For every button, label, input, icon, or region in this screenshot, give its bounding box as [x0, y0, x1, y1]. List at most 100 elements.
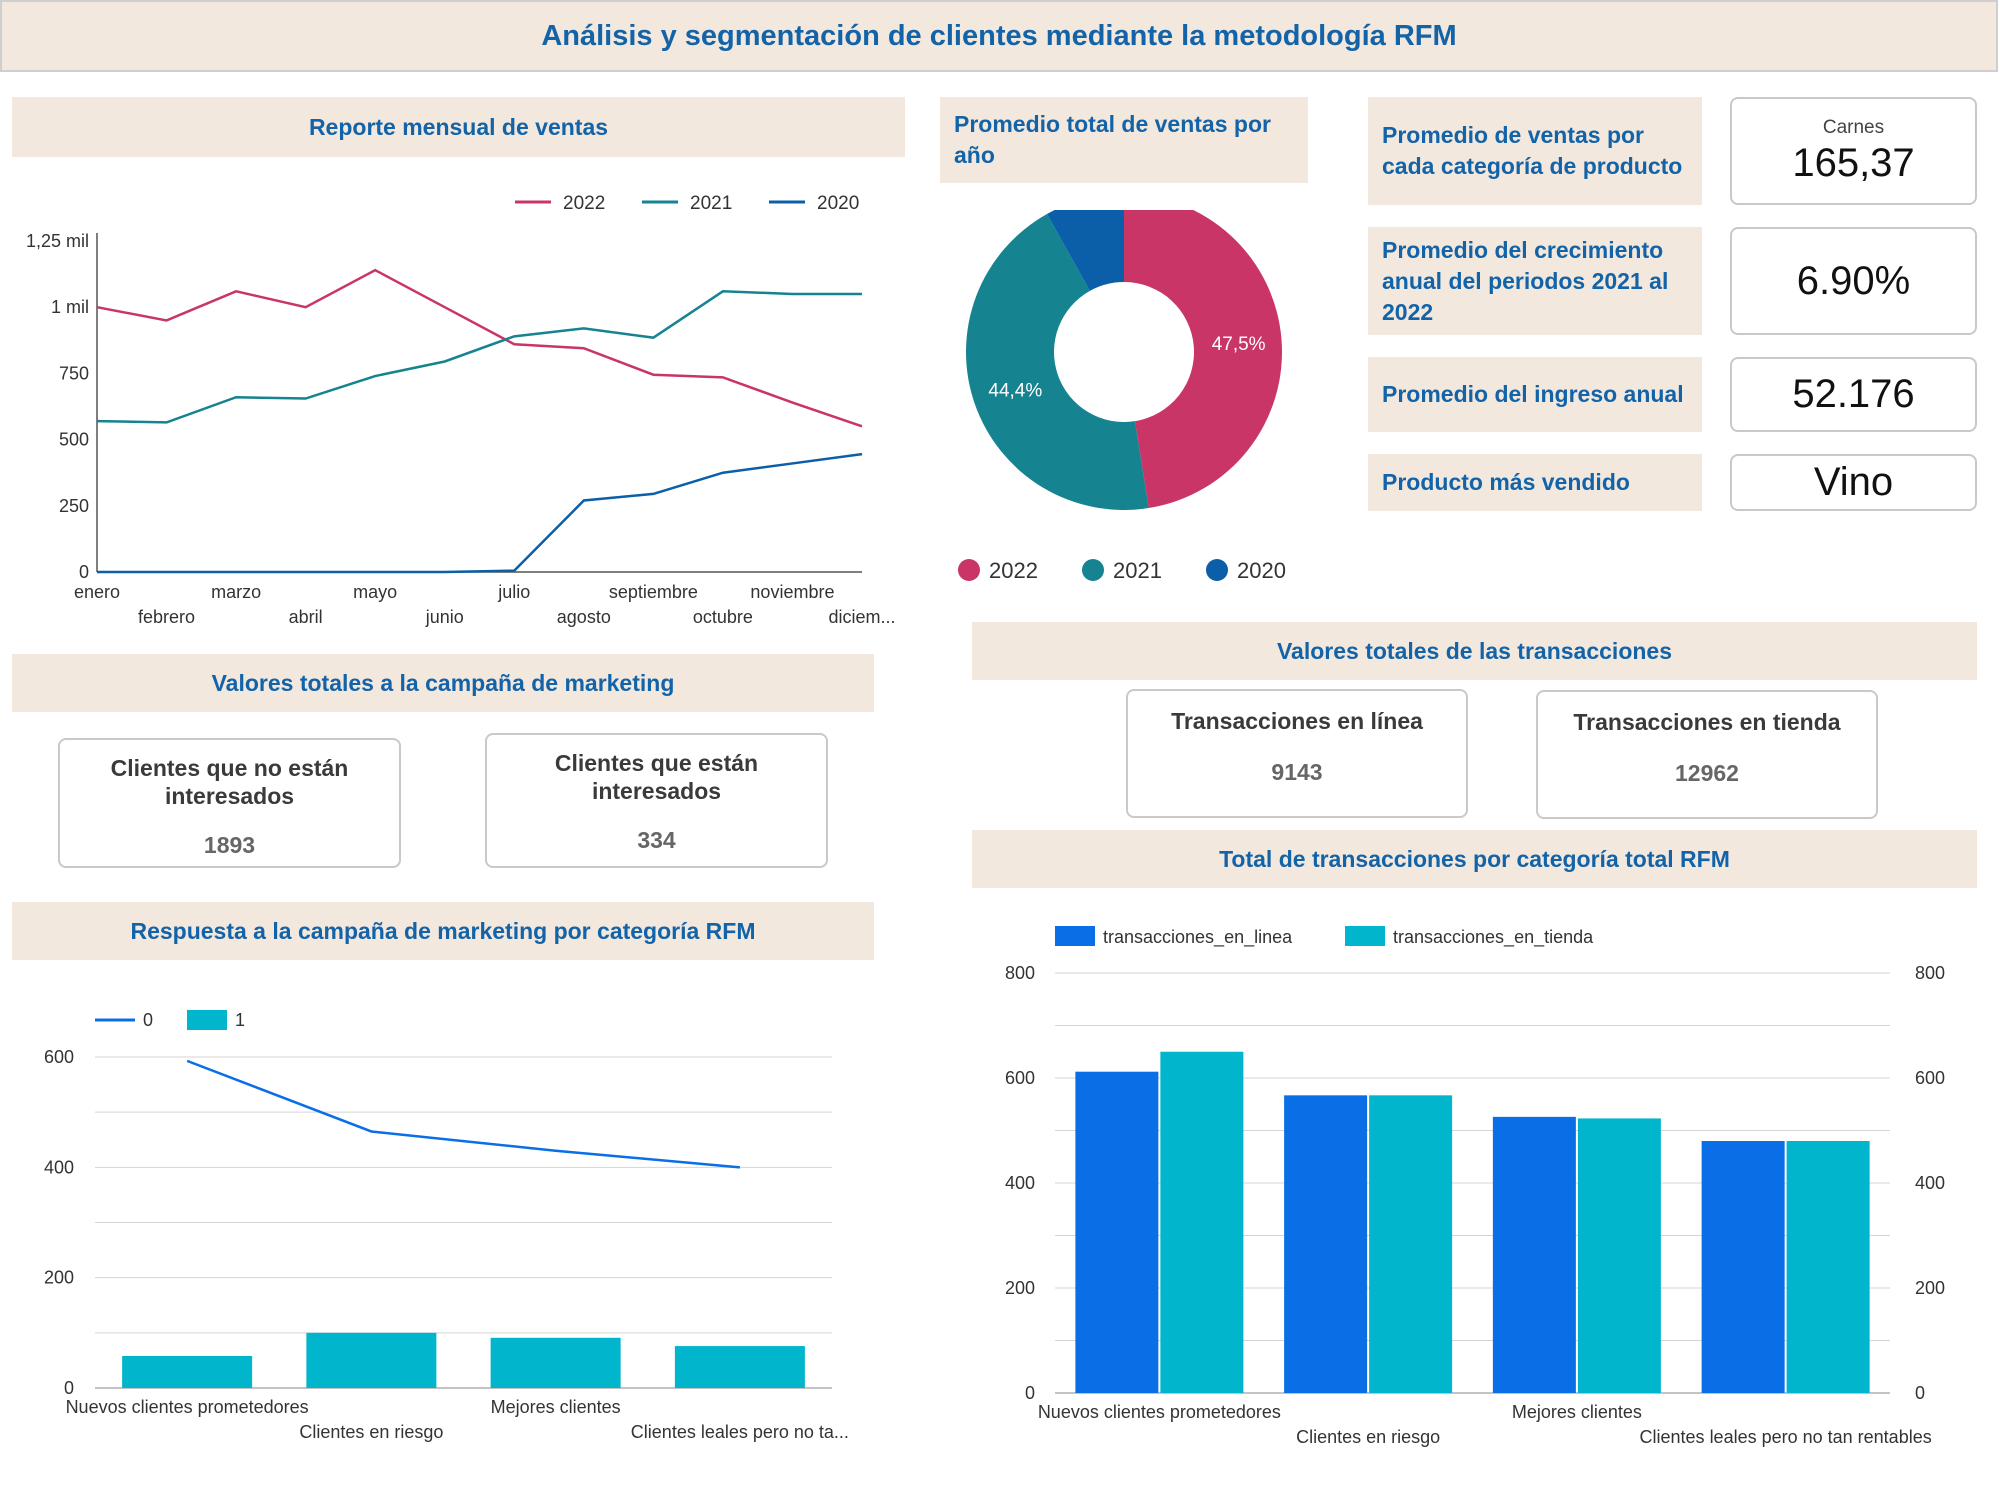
- bar-transacciones_en_linea: [1701, 1141, 1785, 1393]
- x-tick-label: noviembre: [750, 582, 834, 602]
- bar-transacciones_en_tienda: [1577, 1118, 1661, 1393]
- top-product-header: Producto más vendido: [1368, 454, 1702, 511]
- store-tx-label: Transacciones en tienda: [1573, 709, 1841, 735]
- x-tick-label: abril: [289, 607, 323, 627]
- category-kpi-label: Carnes: [1822, 116, 1885, 138]
- interested-card: Clientes que están interesados 334: [485, 733, 828, 868]
- donut-value-label: 47,5%: [1212, 334, 1266, 355]
- bar-1: [490, 1337, 621, 1388]
- online-tx-card: Transacciones en línea 9143: [1126, 689, 1468, 818]
- category-kpi-value: 165,37: [1792, 140, 1915, 185]
- bar-1: [674, 1346, 805, 1388]
- not-interested-value: 1893: [203, 832, 256, 858]
- y-tick-label-left: 400: [1005, 1173, 1035, 1193]
- series-line-2021: [96, 290, 862, 424]
- legend-dot-2021: [1082, 559, 1104, 581]
- y-tick-label-left: 600: [1005, 1068, 1035, 1088]
- bar-transacciones_en_tienda: [1786, 1141, 1870, 1393]
- x-tick-label: mayo: [353, 582, 397, 602]
- x-tick-label: febrero: [138, 607, 195, 627]
- y-tick-label: 600: [44, 1047, 74, 1067]
- income-kpi-card: 52.176: [1730, 357, 1977, 432]
- bar-1: [122, 1356, 253, 1388]
- x-tick-label: Clientes en riesgo: [299, 1422, 443, 1442]
- series-line-0: [186, 1059, 740, 1169]
- rfm-tx-header: Total de transacciones por categoría tot…: [972, 830, 1977, 888]
- legend-label-2021: 2021: [1113, 558, 1162, 583]
- bar-transacciones_en_tienda: [1369, 1095, 1453, 1393]
- x-tick-label: octubre: [693, 607, 753, 627]
- income-kpi-value: 52.176: [1792, 372, 1915, 416]
- interested-label: Clientes que están interesados: [554, 750, 759, 804]
- y-tick-label: 750: [59, 363, 89, 383]
- legend-swatch-1: [187, 1010, 227, 1030]
- growth-header: Promedio del crecimiento anual del perio…: [1368, 227, 1702, 335]
- y-tick-label-right: 600: [1915, 1068, 1945, 1088]
- x-tick-label: Clientes en riesgo: [1296, 1427, 1440, 1447]
- store-tx-value: 12962: [1675, 760, 1739, 786]
- category-kpi-card: Carnes 165,37: [1730, 97, 1977, 205]
- x-tick-label: enero: [74, 582, 120, 602]
- top-product-value: Vino: [1813, 460, 1894, 504]
- x-tick-label: Mejores clientes: [491, 1397, 621, 1417]
- x-tick-label: diciem...: [828, 607, 895, 627]
- y-tick-label: 1,25 mil: [26, 231, 89, 251]
- series-line-2020: [97, 452, 863, 574]
- y-tick-label-right: 800: [1915, 963, 1945, 983]
- x-tick-label: Mejores clientes: [1512, 1402, 1642, 1422]
- x-tick-label: agosto: [557, 607, 611, 627]
- top-product-card: Vino: [1730, 454, 1977, 511]
- y-tick-label-right: 400: [1915, 1173, 1945, 1193]
- marketing-header: Valores totales a la campaña de marketin…: [12, 654, 874, 712]
- donut-slice-2021: [966, 214, 1149, 510]
- y-tick-label: 500: [59, 430, 89, 450]
- online-tx-value: 9143: [1271, 759, 1323, 785]
- legend-dot-2022: [958, 559, 980, 581]
- response-chart: 0 200 400 600 Nuevos clientes prometedores Cl…: [44, 1010, 849, 1442]
- legend-label-0: 0: [143, 1010, 153, 1030]
- interested-value: 334: [637, 827, 676, 853]
- legend-label-2020: 2020: [1237, 558, 1286, 583]
- y-tick-label-right: 0: [1915, 1383, 1925, 1403]
- page-title: Análisis y segmentación de clientes medi…: [0, 0, 1998, 72]
- bar-transacciones_en_linea: [1492, 1116, 1576, 1393]
- monthly-header: Reporte mensual de ventas: [12, 97, 905, 157]
- bar-transacciones_en_linea: [1075, 1071, 1159, 1393]
- income-header: Promedio del ingreso anual: [1368, 357, 1702, 432]
- y-tick-label: 1 mil: [51, 297, 89, 317]
- x-tick-label: Clientes leales pero no tan rentables: [1640, 1427, 1932, 1447]
- x-tick-label: septiembre: [609, 582, 698, 602]
- y-tick-label: 0: [64, 1378, 74, 1398]
- rfm-transactions-chart: 0 0 200 200 400 400 600 600 800 800 Nuevos cliente…: [1005, 926, 1945, 1447]
- donut-value-label: 44,4%: [988, 381, 1042, 402]
- legend-label-2021: 2021: [690, 193, 732, 214]
- not-interested-label: Clientes que no están interesados: [110, 755, 349, 809]
- legend-label-transacciones_en_tienda: transacciones_en_tienda: [1393, 927, 1594, 948]
- y-tick-label: 400: [44, 1157, 74, 1177]
- legend-label-transacciones_en_linea: transacciones_en_linea: [1103, 927, 1293, 948]
- monthly-sales-chart: 0 250 500 750 1 mil 1,25 mil enero febrero marzo…: [26, 193, 896, 627]
- legend-label-1: 1: [235, 1010, 245, 1030]
- yearly-header: Promedio total de ventas por año: [940, 97, 1308, 183]
- y-tick-label: 250: [59, 496, 89, 516]
- y-tick-label-right: 200: [1915, 1278, 1945, 1298]
- response-header: Respuesta a la campaña de marketing por …: [12, 902, 874, 960]
- x-tick-label: marzo: [211, 582, 261, 602]
- legend-label-2022: 2022: [989, 558, 1038, 583]
- category-header: Promedio de ventas por cada categoría de…: [1368, 97, 1702, 205]
- y-tick-label-left: 200: [1005, 1278, 1035, 1298]
- x-tick-label: Nuevos clientes prometedores: [66, 1397, 309, 1417]
- y-tick-label-left: 800: [1005, 963, 1035, 983]
- legend-label-2022: 2022: [563, 193, 605, 214]
- transactions-header: Valores totales de las transacciones: [972, 622, 1977, 680]
- bar-1: [306, 1332, 437, 1388]
- growth-kpi-card: 6.90%: [1730, 227, 1977, 335]
- y-tick-label-left: 0: [1025, 1383, 1035, 1403]
- bar-transacciones_en_tienda: [1160, 1051, 1244, 1393]
- x-tick-label: julio: [497, 582, 530, 602]
- y-tick-label: 200: [44, 1268, 74, 1288]
- store-tx-card: Transacciones en tienda 12962: [1536, 690, 1878, 819]
- y-tick-label: 0: [79, 562, 89, 582]
- not-interested-card: Clientes que no están interesados 1893: [58, 738, 401, 868]
- x-tick-label: Clientes leales pero no ta...: [631, 1422, 849, 1442]
